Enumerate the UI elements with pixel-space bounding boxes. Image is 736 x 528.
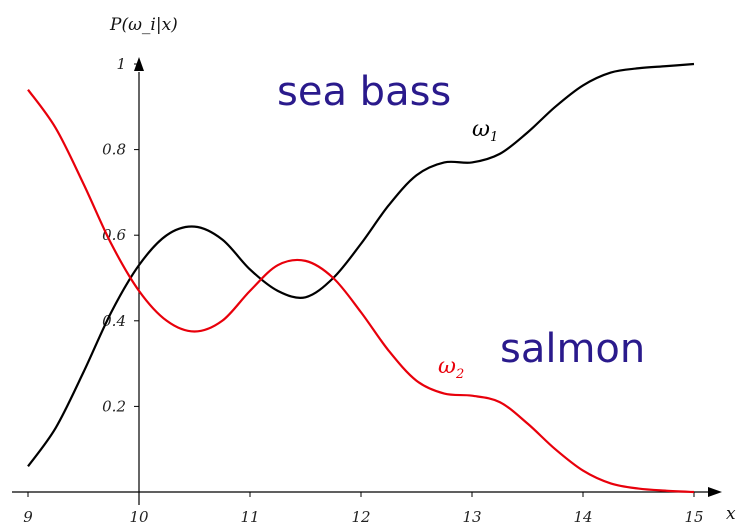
annotation-sea-bass: sea bass: [277, 69, 451, 115]
axes: P(ω_i|x) x: [12, 15, 736, 524]
y-tick-label: 0.4: [102, 312, 126, 330]
x-tick-label: 9: [23, 508, 33, 526]
x-tick-label: 11: [240, 508, 259, 526]
x-axis-title: x: [726, 504, 736, 524]
y-axis-title-text: P(ω_i|x): [109, 15, 178, 35]
curves: [27, 62, 695, 494]
y-tick-label: 0.8: [102, 141, 126, 159]
series-label-omega-2-main: ω: [438, 354, 456, 379]
x-tick-label: 10: [129, 508, 149, 526]
y-ticks: 0.2 0.4 0.6 0.8 1: [102, 55, 139, 415]
y-tick-label: 0.6: [102, 226, 126, 244]
series-label-omega-1-main: ω: [472, 117, 490, 142]
annotation-salmon: salmon: [500, 326, 645, 372]
series-label-omega-2-sub: 2: [455, 367, 464, 382]
series-label-omega-1-sub: 1: [490, 130, 498, 145]
y-axis-title: P(ω_i|x): [109, 15, 178, 35]
series-line-omega-1: [27, 62, 695, 467]
x-tick-label: 12: [351, 508, 370, 526]
x-tick-label: 13: [462, 508, 481, 526]
series-label-omega-2: ω2: [438, 354, 464, 382]
y-tick-label: 0.2: [102, 397, 126, 415]
x-ticks: 9 10 11 12 13 14 15: [23, 492, 704, 526]
x-axis-arrow: [708, 487, 722, 497]
x-tick-label: 15: [684, 508, 703, 526]
y-tick-label: 1: [116, 55, 126, 73]
series-line-omega-2: [27, 89, 695, 494]
series-label-omega-1: ω1: [472, 117, 498, 145]
series-labels: ω1 ω2: [438, 117, 498, 382]
x-tick-label: 14: [573, 508, 592, 526]
annotations: sea bass salmon: [277, 69, 645, 372]
